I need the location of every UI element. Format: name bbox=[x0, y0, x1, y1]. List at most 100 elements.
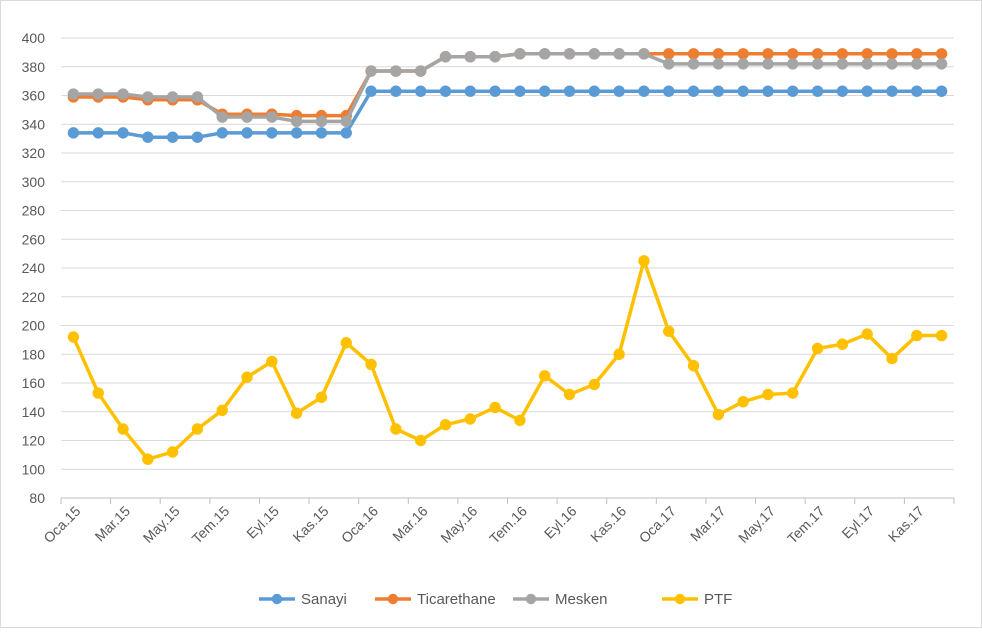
data-point-mesken bbox=[365, 65, 377, 77]
legend-label: Sanayi bbox=[301, 591, 347, 608]
data-point-ticarethane bbox=[836, 48, 849, 60]
data-point-sanayi bbox=[539, 85, 551, 97]
data-point-sanayi bbox=[439, 85, 452, 97]
data-point-ptf bbox=[92, 387, 104, 399]
data-point-mesken bbox=[117, 88, 129, 100]
y-tick-label: 160 bbox=[22, 375, 46, 391]
x-tick-label: Mar.17 bbox=[687, 503, 729, 545]
data-point-mesken bbox=[886, 58, 898, 70]
data-point-sanayi bbox=[886, 85, 898, 97]
data-point-ptf bbox=[762, 388, 774, 401]
data-point-ptf bbox=[241, 371, 253, 383]
data-point-ptf bbox=[489, 401, 501, 414]
gridlines bbox=[61, 37, 954, 499]
data-point-ticarethane bbox=[712, 48, 725, 60]
data-point-mesken bbox=[414, 65, 427, 77]
data-point-sanayi bbox=[390, 85, 402, 97]
data-point-sanayi bbox=[241, 127, 253, 139]
data-point-sanayi bbox=[117, 127, 129, 139]
data-point-sanayi bbox=[142, 131, 154, 143]
y-tick-label: 300 bbox=[22, 174, 46, 190]
data-point-sanayi bbox=[762, 85, 774, 97]
data-point-ptf bbox=[464, 413, 476, 425]
data-point-sanayi bbox=[811, 85, 824, 97]
data-point-mesken bbox=[142, 91, 154, 103]
x-tick-label: Oca.15 bbox=[40, 503, 83, 546]
data-point-ptf bbox=[216, 404, 228, 417]
data-point-mesken bbox=[489, 50, 501, 63]
x-tick-label: Kas.16 bbox=[587, 503, 629, 545]
x-tick-label: May.16 bbox=[437, 503, 480, 546]
data-point-ptf bbox=[836, 338, 849, 350]
data-point-mesken bbox=[935, 58, 948, 70]
data-point-sanayi bbox=[737, 85, 749, 97]
data-point-sanayi bbox=[935, 85, 948, 97]
legend-swatch-marker bbox=[271, 593, 283, 605]
x-tick-label: Eyl.17 bbox=[838, 503, 877, 542]
data-point-mesken bbox=[216, 111, 228, 123]
data-point-ticarethane bbox=[663, 48, 675, 60]
data-point-sanayi bbox=[489, 85, 501, 97]
x-tick-label: May.17 bbox=[735, 503, 778, 546]
data-point-ptf bbox=[390, 423, 402, 435]
data-point-mesken bbox=[191, 91, 204, 103]
data-point-ptf bbox=[340, 337, 352, 349]
legend-label: Ticarethane bbox=[417, 591, 496, 608]
data-point-sanayi bbox=[563, 85, 576, 97]
x-tick-label: Mar.16 bbox=[389, 503, 431, 545]
data-point-sanayi bbox=[663, 85, 675, 97]
x-axis: Oca.15 Mar.15 May.15 Tem.15 Eyl.15 Kas.15 Oca.… bbox=[40, 497, 955, 547]
data-point-ptf bbox=[687, 360, 700, 372]
data-point-sanayi bbox=[191, 131, 204, 143]
data-point-ticarethane bbox=[935, 48, 948, 60]
data-point-mesken bbox=[92, 88, 104, 100]
data-point-sanayi bbox=[588, 85, 601, 97]
data-point-mesken bbox=[514, 48, 526, 60]
data-point-ptf bbox=[563, 388, 576, 401]
y-tick-label: 180 bbox=[22, 346, 46, 362]
data-point-ptf bbox=[663, 325, 675, 337]
data-point-ptf bbox=[315, 391, 328, 404]
y-tick-label: 240 bbox=[22, 260, 46, 276]
y-tick-label: 320 bbox=[22, 145, 46, 161]
data-point-ptf bbox=[588, 378, 601, 391]
y-tick-label: 120 bbox=[22, 433, 46, 449]
data-point-mesken bbox=[663, 58, 675, 70]
data-point-mesken bbox=[241, 111, 253, 123]
data-point-mesken bbox=[340, 115, 352, 128]
data-point-ptf bbox=[861, 328, 873, 340]
series-line-mesken bbox=[73, 52, 942, 124]
y-tick-label: 100 bbox=[22, 461, 46, 477]
y-tick-label: 260 bbox=[22, 231, 46, 247]
legend-swatch-marker bbox=[674, 593, 686, 605]
data-point-ticarethane bbox=[687, 48, 700, 60]
data-point-ptf bbox=[439, 418, 452, 431]
legend-label: PTF bbox=[704, 591, 732, 608]
y-tick-label: 280 bbox=[22, 203, 46, 219]
data-point-sanayi bbox=[638, 85, 650, 97]
y-tick-label: 80 bbox=[29, 490, 45, 506]
legend-swatch-marker bbox=[525, 593, 537, 605]
data-point-ptf bbox=[911, 329, 923, 342]
data-point-sanayi bbox=[911, 85, 923, 97]
data-point-mesken bbox=[563, 48, 576, 60]
series-layer bbox=[67, 48, 948, 465]
data-point-mesken bbox=[737, 58, 749, 70]
data-point-ptf bbox=[737, 395, 749, 408]
y-tick-label: 380 bbox=[22, 59, 46, 75]
x-tick-label: Eyl.15 bbox=[243, 503, 282, 542]
data-point-mesken bbox=[638, 48, 650, 60]
data-point-mesken bbox=[687, 58, 700, 70]
data-point-sanayi bbox=[216, 127, 228, 139]
data-point-ticarethane bbox=[762, 48, 774, 60]
x-tick-label: Oca.16 bbox=[338, 503, 381, 546]
data-point-ptf bbox=[266, 355, 278, 368]
data-point-sanayi bbox=[414, 85, 427, 97]
x-tick-label: Mar.15 bbox=[92, 503, 134, 545]
data-point-ptf bbox=[414, 434, 427, 447]
x-tick-label: Tem.15 bbox=[189, 503, 233, 547]
data-point-mesken bbox=[836, 58, 849, 70]
y-tick-label: 360 bbox=[22, 88, 46, 104]
data-point-ticarethane bbox=[911, 48, 923, 60]
